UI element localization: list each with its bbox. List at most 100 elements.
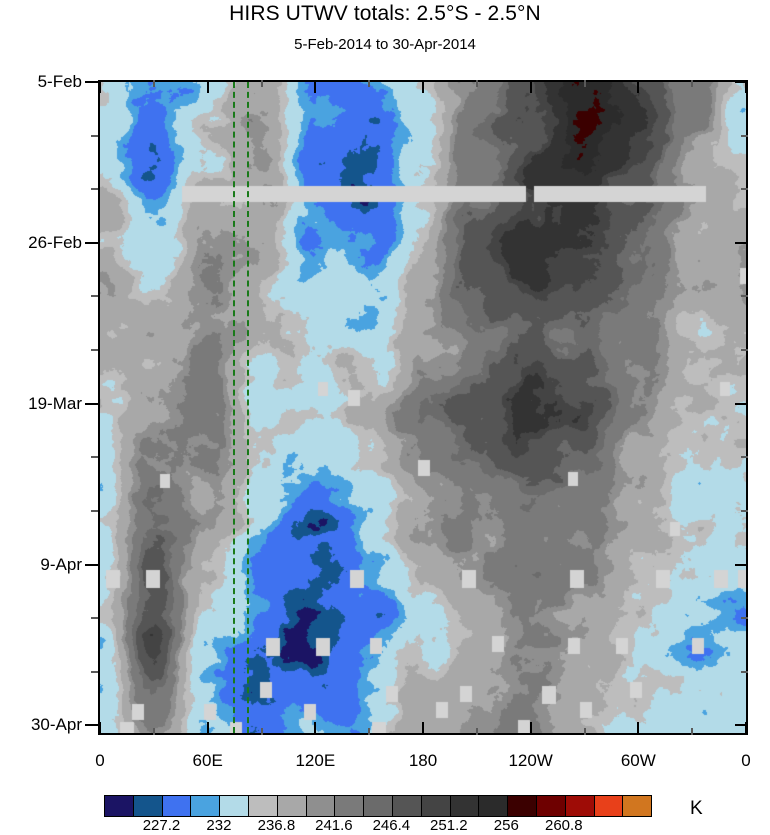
x-tick-major [422,722,424,735]
page-subtitle: 5-Feb-2014 to 30-Apr-2014 [294,36,476,53]
y-axis-tick-label: 30-Apr [30,715,82,735]
x-tick-minor [260,728,263,735]
y-tick-minor [91,456,98,459]
colorbar-tick-label: 260.8 [545,817,583,834]
y-tick-minor-right [741,670,748,673]
colorbar-swatch [594,796,624,816]
x-axis-tick-label: 60W [620,751,656,770]
y-tick-minor [91,617,98,620]
y-tick-minor [91,670,98,673]
x-axis-tick-label: 120W [508,751,553,770]
colorbar-tick-label: 227.2 [142,817,181,834]
y-tick-major [85,563,98,566]
x-tick-major [529,722,532,735]
reference-line [247,82,250,733]
colorbar-swatch [335,796,365,816]
x-tick-minor-top [368,80,371,87]
x-tick-major-top [529,80,532,93]
colorbar-swatch [220,796,249,816]
x-tick-minor [691,728,694,735]
y-tick-minor [91,134,98,137]
y-axis-tick-label: 9-Apr [40,554,82,574]
y-axis-tick-label: 26-Feb [28,232,82,252]
colorbar [104,795,652,817]
colorbar-tick-label: 241.6 [315,817,353,834]
x-axis-tick-label: 0 [95,751,105,770]
y-tick-major [85,241,98,244]
x-axis-tick-label: 180 [408,751,438,770]
x-tick-minor-top [475,80,478,87]
hovmoller-plot-area [98,80,748,735]
y-tick-minor-right [741,509,748,512]
colorbar-swatch [162,796,192,816]
colorbar-swatch [623,796,652,816]
colorbar-unit-label: K [690,798,703,819]
y-tick-major-right [735,81,748,83]
x-tick-minor-top [691,80,694,87]
colorbar-swatch [133,796,163,816]
colorbar-swatch [105,796,134,816]
y-axis-tick-label: 5-Feb [37,72,82,91]
x-tick-major-top [745,80,747,93]
colorbar-tick-label: 251.2 [430,817,468,834]
y-tick-minor-right [741,617,748,620]
y-tick-major-right [735,563,748,566]
colorbar-swatch [450,796,480,816]
y-tick-major [85,724,98,727]
colorbar-swatch [421,796,451,816]
x-tick-major [206,722,209,735]
x-tick-minor [475,728,478,735]
x-tick-major-top [206,80,209,93]
x-tick-major [637,722,640,735]
y-tick-major [85,402,98,405]
y-tick-minor [91,295,98,298]
colorbar-swatch [248,796,278,816]
x-tick-major-top [314,80,317,93]
x-tick-major-top [422,80,424,93]
colorbar-swatch [479,796,509,816]
y-tick-minor-right [741,295,748,298]
page-title: HIRS UTWV totals: 2.5°S - 2.5°N [229,2,541,25]
x-axis-tick-label: 0 [741,751,751,770]
colorbar-swatch [191,796,221,816]
x-tick-major [99,722,101,735]
colorbar-tick-label: 232 [206,817,232,834]
colorbar-swatch [536,796,566,816]
y-tick-major-right [735,724,748,727]
reference-line [232,82,235,733]
y-tick-major [85,81,98,83]
x-tick-major [745,722,747,735]
x-tick-major [314,722,317,735]
colorbar-tick-labels: 227.2 232 236.8 241.6 246.4 251.2 256 260.8 [0,817,770,835]
x-tick-major-top [99,80,101,93]
x-tick-minor [583,728,586,735]
x-tick-minor [152,728,155,735]
x-tick-minor-top [152,80,155,87]
colorbar-tick-label: 246.4 [372,817,411,834]
colorbar-swatch [364,796,393,816]
y-tick-minor-right [741,456,748,459]
contour-field-canvas [100,82,746,733]
y-tick-minor-right [741,349,748,352]
x-tick-minor-top [260,80,263,87]
colorbar-tick-label: 256 [493,817,519,834]
y-tick-minor [91,188,98,191]
y-tick-major-right [735,402,748,405]
x-axis-tick-label: 60E [192,751,223,770]
x-tick-minor [368,728,371,735]
y-tick-minor [91,349,98,352]
colorbar-swatch [508,796,537,816]
colorbar-tick-label: 236.8 [257,817,296,834]
colorbar-swatch [306,796,336,816]
colorbar-swatch [565,796,595,816]
y-tick-minor-right [741,188,748,191]
x-axis-tick-label: 120E [295,751,336,770]
colorbar-swatch [392,796,422,816]
x-tick-minor-top [583,80,586,87]
x-tick-major-top [637,80,640,93]
colorbar-swatch [277,796,307,816]
y-axis-tick-label: 19-Mar [28,393,82,413]
y-tick-minor-right [741,134,748,137]
y-tick-minor [91,509,98,512]
y-tick-major-right [735,241,748,244]
